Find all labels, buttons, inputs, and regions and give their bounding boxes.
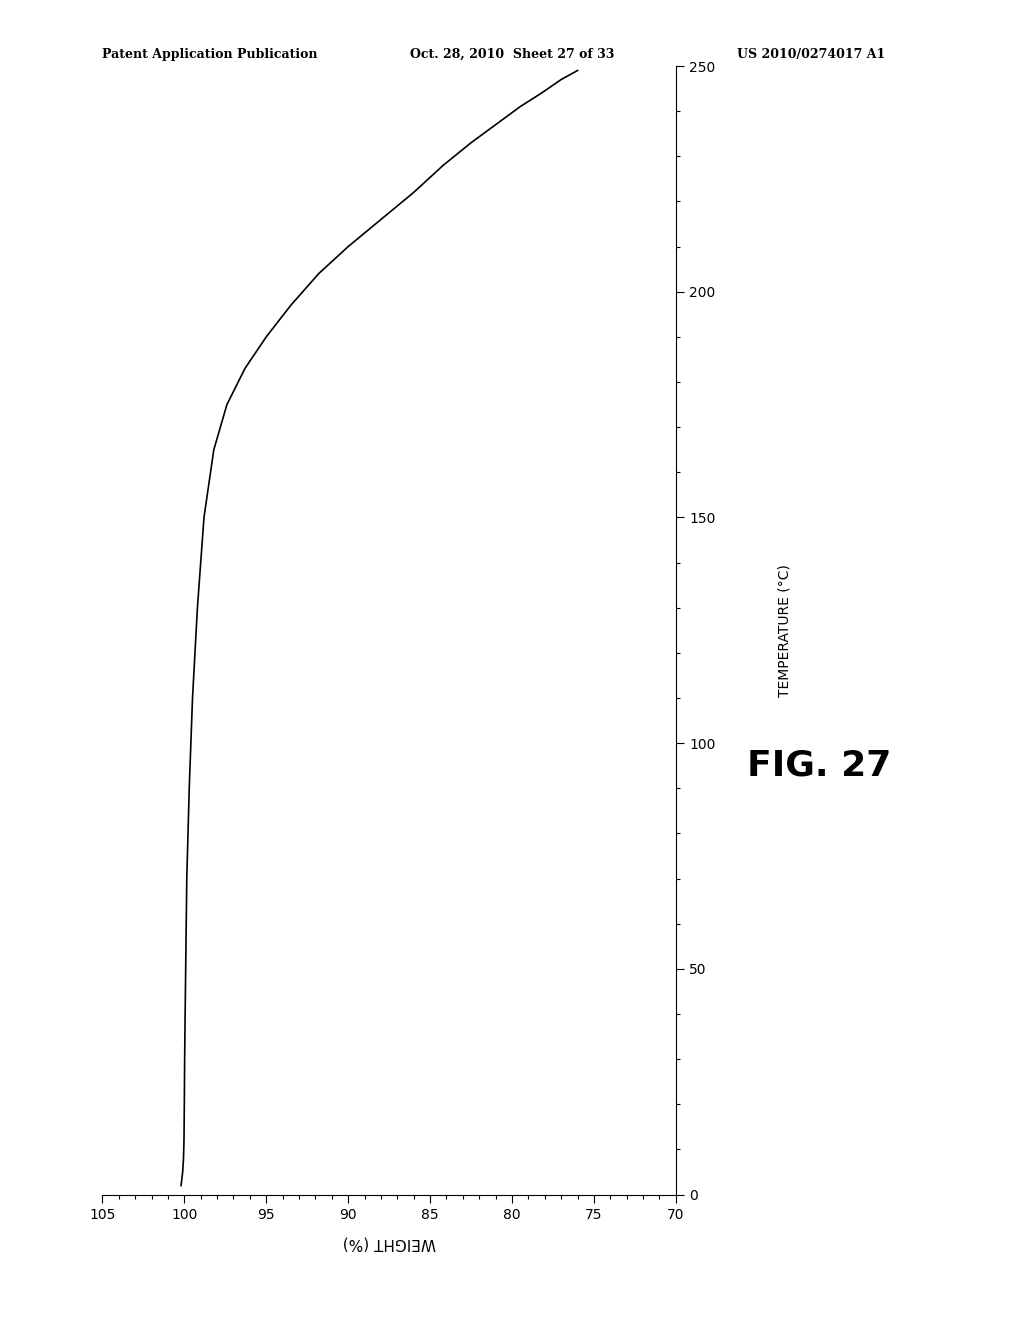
- Text: Patent Application Publication: Patent Application Publication: [102, 48, 317, 61]
- Y-axis label: TEMPERATURE (°C): TEMPERATURE (°C): [778, 564, 792, 697]
- Text: FIG. 27: FIG. 27: [748, 748, 891, 783]
- X-axis label: WEIGHT (%): WEIGHT (%): [342, 1236, 436, 1250]
- Text: Oct. 28, 2010  Sheet 27 of 33: Oct. 28, 2010 Sheet 27 of 33: [410, 48, 614, 61]
- Text: US 2010/0274017 A1: US 2010/0274017 A1: [737, 48, 886, 61]
